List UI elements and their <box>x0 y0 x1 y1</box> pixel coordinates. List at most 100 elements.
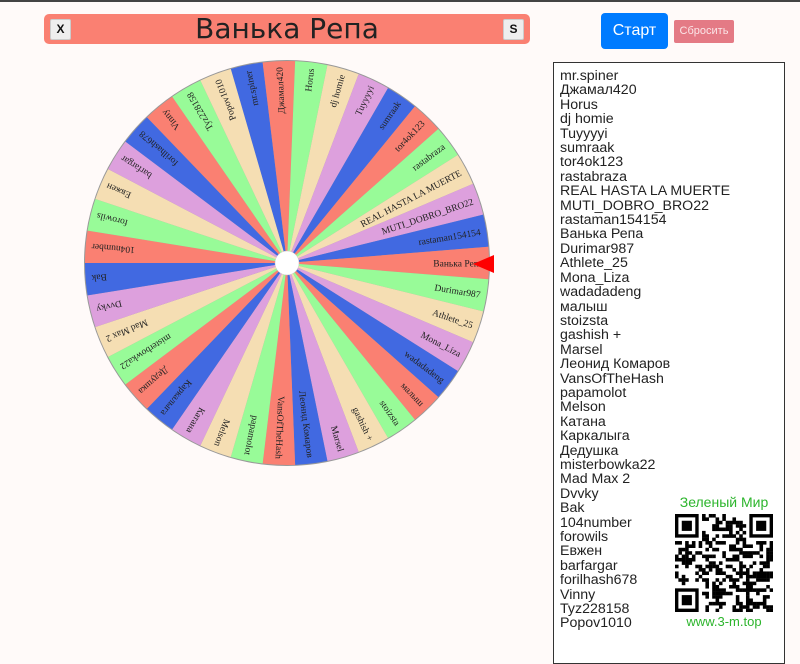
wheel-segment <box>287 61 328 264</box>
participant-item: gashish + <box>560 327 622 344</box>
wheel-segment <box>108 141 288 263</box>
participant-item: forowils <box>560 529 609 545</box>
wheel-hub <box>274 250 300 276</box>
wheel-segment <box>287 65 359 263</box>
participant-item: dj homie <box>560 111 614 128</box>
participant-item: Marsel <box>560 341 603 358</box>
selected-name-bar: X Ванька Репа S <box>44 12 530 45</box>
wheel-segment <box>287 263 458 397</box>
participant-item: Melson <box>560 399 606 416</box>
wheel-segment <box>85 230 287 263</box>
wheel-segment-label: Horus <box>304 68 317 93</box>
participant-item: tor4ok123 <box>560 154 624 171</box>
participant-item: rastabraza <box>560 168 628 185</box>
participant-item: Tyz228158 <box>560 601 630 618</box>
wheel-segment <box>287 129 458 263</box>
participant-item: Леонид Комаров <box>560 356 671 373</box>
wheel-segment <box>85 263 287 296</box>
participant-item: mr.spiner <box>560 68 619 84</box>
participant-item: Athlete_25 <box>560 255 628 272</box>
wheel-segment <box>200 68 287 263</box>
s-button[interactable]: S <box>503 19 524 40</box>
participants-list[interactable]: mr.spiner Джамал420 Horus dj homie Tuyyyyi su… <box>553 62 785 664</box>
participant-item: Евжен <box>560 543 603 560</box>
participant-item: Дедушка <box>560 442 619 459</box>
promo-url: www.3-m.top <box>686 614 762 629</box>
wheel-segment-label: VansOfTheHash <box>273 396 287 459</box>
participant-item: Mona_Liza <box>560 269 630 286</box>
participant-item: misterbowka22 <box>560 456 656 473</box>
wheel-segment <box>125 263 287 409</box>
wheel-segment <box>87 199 287 263</box>
participant-item: MUTI_DOBRO_BRO22 <box>560 197 710 214</box>
wheel-segment <box>230 62 287 263</box>
participant-item: Popov1010 <box>560 615 632 632</box>
participant-item: Tuyyyyi <box>560 125 608 142</box>
wheel-segment-label: Джамал420 <box>276 67 288 114</box>
wheel-segment <box>230 263 287 464</box>
participant-item: 104number <box>560 514 632 531</box>
participant-item: Vinny <box>560 586 596 603</box>
participant-item: barfargar <box>560 557 618 574</box>
participant-item: Джамал420 <box>560 82 637 99</box>
pointer-arrow-icon <box>473 255 494 273</box>
reset-button[interactable]: Сбросить <box>674 20 734 43</box>
promo-brand: Зеленый Мир <box>679 494 769 510</box>
participant-item: VansOfTheHash <box>560 370 664 387</box>
participant-item: Ванька Репа <box>560 226 644 243</box>
wheel-segment <box>287 263 415 438</box>
participant-item: Horus <box>560 96 598 113</box>
wheel-segment <box>287 263 484 343</box>
wheel-segment <box>287 263 439 420</box>
wheel-segment <box>262 61 296 264</box>
participant-item: Durimar987 <box>560 240 635 257</box>
wheel-segment <box>287 263 328 465</box>
participant-item: Mad Max 2 <box>560 471 631 488</box>
wheel-segment <box>287 263 388 452</box>
selected-name-title: Ванька Репа <box>195 12 379 45</box>
wheel-segment-label: Ванька Репа <box>433 260 483 270</box>
wheel-segment <box>287 246 489 280</box>
participant-item: forilhash678 <box>560 572 638 589</box>
participant-item: papamolot <box>560 384 627 401</box>
participant-item: Каркалыга <box>560 428 630 445</box>
top-border <box>0 0 800 2</box>
wheel-segment <box>287 263 359 461</box>
participant-item: sumraak <box>560 140 615 157</box>
participant-item: rastaman154154 <box>560 212 667 229</box>
wheel-segment <box>172 80 287 263</box>
participant-item: Bak <box>560 500 585 517</box>
participant-item: REAL HASTA LA MUERTE <box>560 183 731 200</box>
participant-item: Dvvky <box>560 485 599 502</box>
participant-item: wadadadeng <box>560 284 642 301</box>
wheel-segment-label: Bak <box>91 271 107 282</box>
participant-item: stoizsta <box>560 312 609 329</box>
wheel-segment <box>287 183 484 263</box>
promo-block: Зеленый Мир www.3-m.top <box>670 494 778 629</box>
wheel-segment <box>287 106 439 263</box>
wheel-segment <box>147 96 287 263</box>
wheel-segment <box>87 263 287 327</box>
wheel-segment <box>125 117 287 263</box>
wheel-segment-label: 104number <box>91 241 136 255</box>
wheel-segment <box>95 263 288 357</box>
wheel-segment <box>200 263 287 458</box>
wheel-segment <box>108 263 288 385</box>
qr-code-image <box>675 514 773 612</box>
participants-items: mr.spiner Джамал420 Horus dj homie Tuyyyyi su… <box>560 69 730 631</box>
close-button[interactable]: X <box>50 19 71 40</box>
start-button[interactable]: Старт <box>601 13 668 49</box>
wheel-segment <box>95 169 288 263</box>
wheel-segment <box>287 263 473 371</box>
wheel-segment <box>287 74 388 264</box>
wheel-segment <box>287 214 489 263</box>
wheel-segment <box>287 88 415 263</box>
participant-item: Катана <box>560 413 606 430</box>
wheel[interactable]: mr.spiner Джамал420 Horus dj homie Tuyyyyi su… <box>0 0 540 648</box>
wheel-segment <box>287 263 489 312</box>
participant-item: малыш <box>560 298 608 315</box>
wheel-segment <box>147 263 287 430</box>
wheel-segment <box>287 155 473 263</box>
wheel-segment <box>172 263 287 446</box>
wheel-segment <box>262 263 296 466</box>
